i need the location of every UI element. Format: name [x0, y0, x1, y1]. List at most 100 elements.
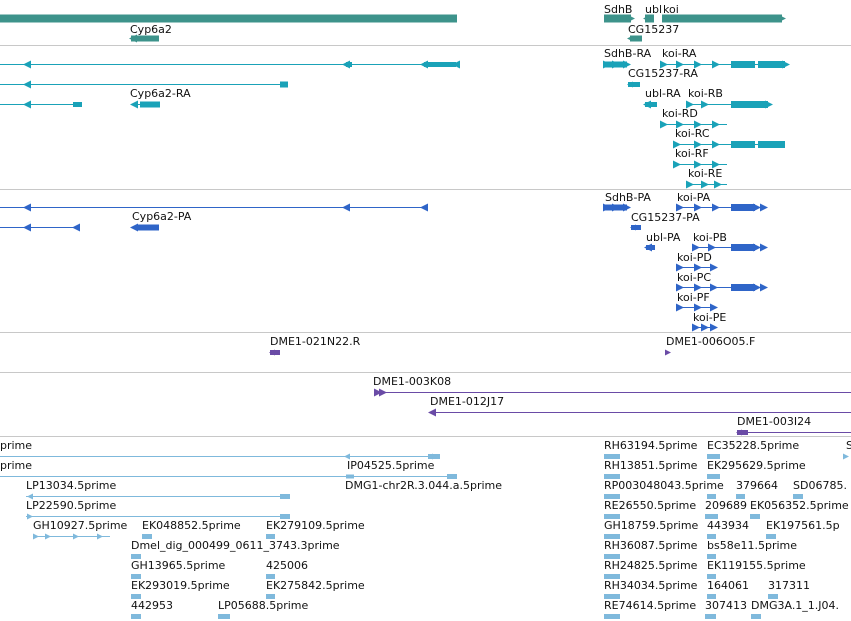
- est-label[interactable]: DMG3A.1_1.J04.: [751, 599, 840, 612]
- feature-exon-block[interactable]: [731, 244, 755, 251]
- transcript-label[interactable]: Cyp6a2-RA: [130, 87, 191, 100]
- strand-arrow[interactable]: [710, 303, 718, 312]
- est-label[interactable]: DMG1-chr2R.3.044.a.5prime: [345, 479, 503, 492]
- strand-arrow[interactable]: [753, 203, 761, 212]
- feature-exon-block[interactable]: [73, 102, 82, 107]
- strand-arrow[interactable]: [686, 180, 694, 189]
- clone-label[interactable]: DME1-006O05.F: [666, 335, 756, 348]
- feature-exon-block[interactable]: [707, 574, 716, 579]
- feature-exon-block[interactable]: [705, 514, 718, 519]
- feature-exon-block[interactable]: [0, 14, 457, 23]
- protein-label[interactable]: SdhB-PA: [605, 191, 651, 204]
- feature-exon-block[interactable]: [604, 594, 620, 599]
- est-label[interactable]: EK295629.5prime: [707, 459, 806, 472]
- feature-exon-block[interactable]: [604, 454, 620, 459]
- strand-arrow[interactable]: [374, 388, 382, 397]
- est-label[interactable]: 442953: [131, 599, 173, 612]
- strand-arrow[interactable]: [686, 100, 694, 109]
- strand-arrow[interactable]: [73, 533, 79, 540]
- est-label[interactable]: RE74614.5prime: [604, 599, 697, 612]
- strand-arrow[interactable]: [712, 60, 720, 69]
- est-label[interactable]: 164061: [707, 579, 749, 592]
- feature-exon-block[interactable]: [266, 594, 275, 599]
- transcript-label[interactable]: koi-RA: [662, 47, 697, 60]
- feature-exon-block[interactable]: [131, 574, 141, 579]
- strand-arrow[interactable]: [673, 160, 681, 169]
- clone-label[interactable]: DME1-021N22.R: [270, 335, 361, 348]
- strand-arrow[interactable]: [612, 203, 620, 212]
- est-label[interactable]: RE26550.5prime: [604, 499, 697, 512]
- protein-label[interactable]: CG15237-PA: [631, 211, 700, 224]
- feature-exon-block[interactable]: [766, 534, 776, 539]
- strand-arrow[interactable]: [701, 180, 709, 189]
- protein-label[interactable]: ubl-PA: [646, 231, 681, 244]
- strand-arrow[interactable]: [428, 408, 436, 417]
- gene-label-koi[interactable]: koi: [663, 3, 679, 16]
- strand-arrow[interactable]: [627, 81, 633, 88]
- feature-exon-block[interactable]: [751, 614, 761, 619]
- est-label[interactable]: prime: [0, 459, 33, 472]
- est-label[interactable]: LP05688.5prime: [218, 599, 309, 612]
- est-label[interactable]: LP22590.5prime: [26, 499, 117, 512]
- feature-exon-block[interactable]: [447, 474, 457, 479]
- est-label[interactable]: Dmel_dig_000499_0611_3743.3prime: [131, 539, 340, 552]
- est-label[interactable]: EK056352.5prime: [750, 499, 849, 512]
- est-label[interactable]: 443934: [707, 519, 749, 532]
- protein-label[interactable]: koi-PC: [677, 271, 712, 284]
- feature-exon-block[interactable]: [731, 204, 755, 211]
- strand-arrow[interactable]: [701, 323, 709, 332]
- transcript-label[interactable]: koi-RC: [675, 127, 710, 140]
- feature-exon-block[interactable]: [736, 494, 745, 499]
- strand-arrow[interactable]: [753, 283, 761, 292]
- feature-exon-block[interactable]: [604, 534, 620, 539]
- feature-exon-block[interactable]: [142, 534, 152, 539]
- est-label[interactable]: LP13034.5prime: [26, 479, 117, 492]
- est-label[interactable]: GH10927.5prime: [33, 519, 128, 532]
- strand-arrow[interactable]: [33, 533, 39, 540]
- strand-arrow[interactable]: [760, 203, 768, 212]
- clone-label[interactable]: DME1-003I24: [737, 415, 812, 428]
- strand-arrow[interactable]: [710, 323, 718, 332]
- feature-exon-block[interactable]: [758, 141, 785, 148]
- est-label[interactable]: RP003048043.5prime: [604, 479, 724, 492]
- feature-exon-block[interactable]: [707, 494, 716, 499]
- est-label[interactable]: 307413: [705, 599, 747, 612]
- strand-arrow[interactable]: [342, 203, 350, 212]
- feature-exon-block[interactable]: [707, 554, 716, 559]
- feature-exon-block[interactable]: [604, 614, 620, 619]
- clone-label[interactable]: DME1-012J17: [430, 395, 505, 408]
- strand-arrow[interactable]: [643, 14, 651, 23]
- est-label[interactable]: EK197561.5p: [766, 519, 840, 532]
- protein-label[interactable]: koi-PA: [677, 191, 711, 204]
- strand-arrow[interactable]: [712, 203, 720, 212]
- strand-arrow[interactable]: [710, 283, 718, 292]
- est-label[interactable]: SD06785.: [793, 479, 847, 492]
- gene-label-cyp6a2[interactable]: Cyp6a2: [130, 23, 172, 36]
- feature-exon-block[interactable]: [218, 614, 230, 619]
- est-label[interactable]: bs58e11.5prime: [707, 539, 798, 552]
- feature-exon-block[interactable]: [280, 494, 290, 499]
- feature-exon-block[interactable]: [662, 14, 782, 23]
- strand-arrow[interactable]: [708, 243, 716, 252]
- est-label[interactable]: IP04525.5prime: [347, 459, 435, 472]
- strand-arrow[interactable]: [694, 140, 702, 149]
- strand-arrow[interactable]: [676, 60, 684, 69]
- strand-arrow[interactable]: [623, 60, 631, 69]
- strand-arrow[interactable]: [712, 140, 720, 149]
- est-label[interactable]: 209689: [705, 499, 747, 512]
- strand-arrow[interactable]: [714, 180, 722, 189]
- est-label[interactable]: RH13851.5prime: [604, 459, 698, 472]
- est-label[interactable]: EK279109.5prime: [266, 519, 365, 532]
- strand-arrow[interactable]: [710, 263, 718, 272]
- strand-arrow[interactable]: [676, 203, 684, 212]
- feature-exon-block[interactable]: [131, 35, 159, 42]
- est-label[interactable]: 379664: [736, 479, 778, 492]
- strand-arrow[interactable]: [45, 533, 51, 540]
- feature-exon-block[interactable]: [731, 284, 755, 291]
- feature-exon-block[interactable]: [280, 81, 288, 88]
- gene-label-cg15237[interactable]: CG15237: [628, 23, 680, 36]
- feature-exon-block[interactable]: [731, 61, 755, 68]
- transcript-label[interactable]: CG15237-RA: [628, 67, 698, 80]
